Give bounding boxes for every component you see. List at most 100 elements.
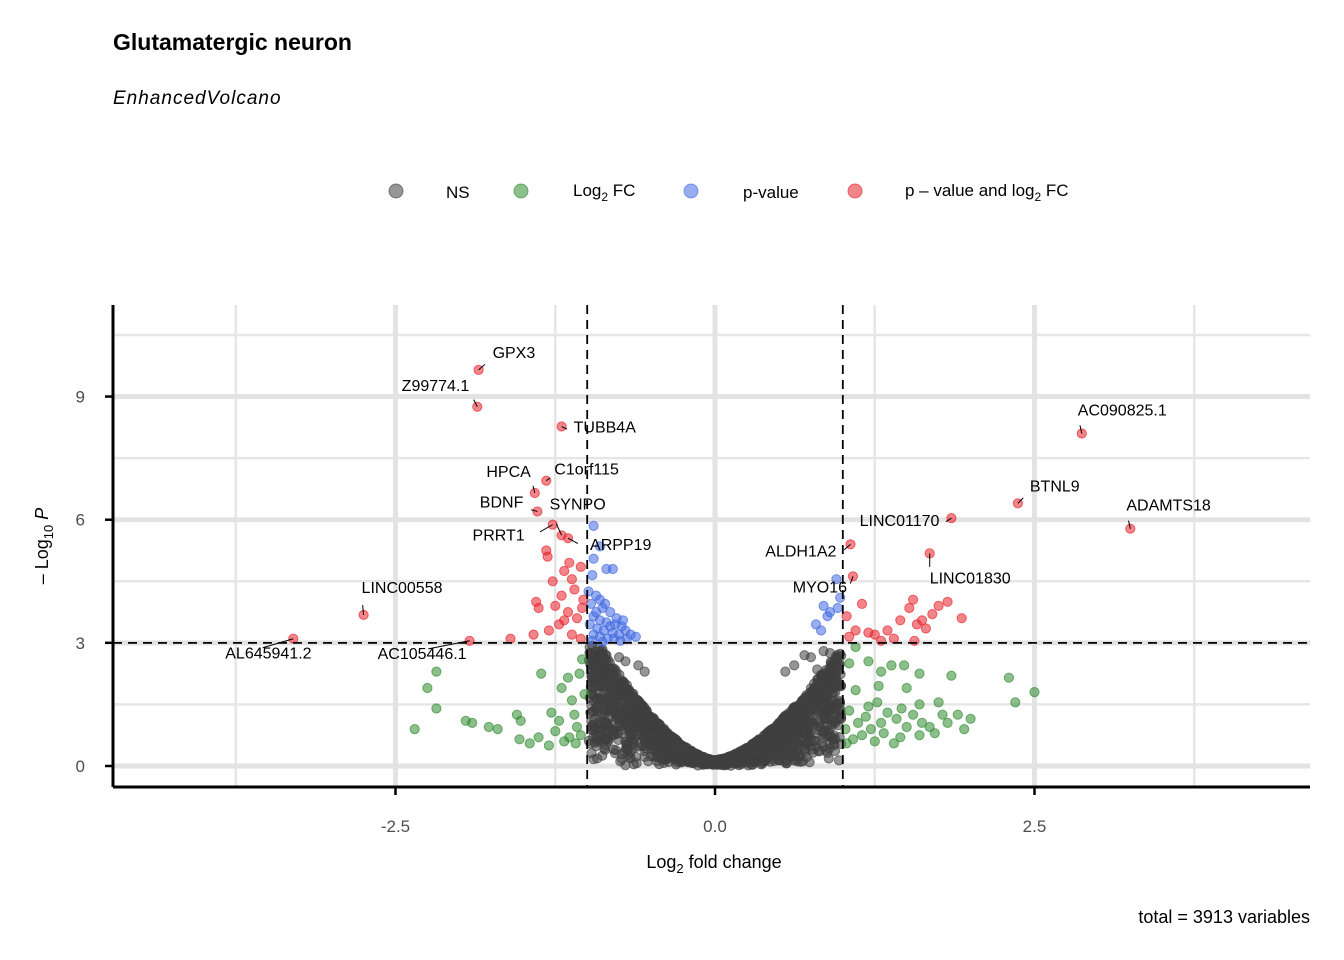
point-label: ADAMTS18	[1126, 498, 1211, 515]
point-fc	[959, 724, 970, 735]
point-fc	[546, 707, 557, 718]
point-p-fc	[559, 565, 570, 577]
point-ns	[779, 745, 790, 756]
point-p-fc	[541, 475, 552, 486]
legend-label-pvalue-and-log2fc-fc: FC	[1041, 181, 1068, 200]
point-ns	[609, 689, 620, 700]
x-tick-label: -2.5	[381, 817, 410, 836]
point-ns	[728, 750, 739, 761]
legend-label-pvalue-and-log2fc-sub: 2	[1035, 190, 1042, 204]
point-ns	[620, 656, 631, 667]
point-p-fc	[559, 615, 570, 626]
point-p-fc	[956, 613, 967, 624]
point-ns	[655, 746, 666, 757]
point-p-fc	[288, 633, 299, 644]
point-ns	[649, 715, 660, 726]
point-ns	[614, 702, 625, 713]
point-p-fc	[841, 611, 852, 622]
legend-label-pvalue-and-log2fc: p – value and log2 FC	[905, 181, 1069, 204]
point-fc	[869, 736, 880, 747]
point-fc	[914, 668, 925, 679]
point-ns	[609, 748, 621, 759]
point-label: GPX3	[493, 345, 536, 362]
point-ns	[668, 743, 680, 754]
point-p-fc	[550, 600, 561, 612]
label-connector	[561, 426, 568, 430]
point-p	[605, 607, 616, 618]
point-p-fc	[528, 629, 539, 640]
point-p	[832, 602, 843, 614]
point-ns	[828, 686, 839, 697]
point-ns	[684, 754, 695, 765]
point-fc	[536, 668, 547, 679]
point-fc	[566, 695, 578, 706]
point-fc	[575, 730, 586, 741]
point-ns	[600, 744, 611, 756]
y-tick-label: 6	[76, 511, 85, 530]
point-fc	[882, 707, 893, 718]
point-ns	[605, 668, 616, 679]
point-ns	[601, 650, 612, 661]
point-p-fc	[547, 576, 558, 587]
point-p-fc	[908, 594, 919, 605]
point-label: LINC01170	[860, 513, 940, 530]
label-connector	[567, 537, 579, 545]
point-ns	[639, 666, 650, 677]
point-fc	[409, 724, 420, 735]
point-fc	[872, 697, 883, 708]
point-fc	[899, 660, 910, 671]
point-label: Z99774.1	[402, 378, 470, 395]
point-fc	[515, 715, 526, 726]
point-fc	[577, 654, 588, 665]
point-fc	[876, 666, 887, 677]
point-ns	[673, 752, 684, 763]
point-label: LINC01830	[930, 570, 1011, 587]
point-p-fc	[856, 598, 868, 610]
x-axis-title-rest: fold change	[684, 852, 782, 872]
point-ns	[823, 753, 834, 764]
point-p	[587, 570, 598, 581]
point-p-fc	[564, 557, 575, 568]
point-p-fc	[562, 533, 574, 544]
point-ns	[757, 758, 768, 769]
point-fc	[860, 711, 871, 722]
point-ns	[608, 680, 619, 692]
point-ns	[818, 678, 829, 689]
point-label: LINC00558	[362, 580, 443, 597]
point-fc	[965, 713, 976, 724]
point-ns	[831, 658, 842, 669]
point-p-fc	[895, 615, 906, 626]
point-ns	[628, 759, 639, 770]
point-p-fc	[909, 635, 920, 646]
point-label: ARPP19	[590, 537, 651, 554]
point-p	[621, 633, 632, 644]
legend-label-log2fc: Log2 FC	[573, 181, 635, 204]
point-fc	[878, 728, 889, 739]
point-p-fc	[911, 619, 923, 630]
point-ns	[655, 727, 666, 738]
point-ns	[750, 749, 762, 760]
label-connector	[555, 523, 563, 536]
point-p-fc	[562, 607, 574, 618]
label-connector	[1079, 425, 1083, 434]
point-label: BDNF	[480, 494, 524, 511]
label-connector	[532, 485, 536, 494]
point-label: AL645941.2	[225, 646, 311, 663]
point-p	[594, 541, 606, 552]
point-p-fc	[882, 625, 893, 636]
point-label: HPCA	[486, 464, 531, 481]
point-p-fc	[569, 584, 580, 595]
point-fc	[554, 715, 565, 726]
point-p-fc	[920, 623, 932, 634]
point-ns	[630, 729, 642, 741]
point-p	[617, 615, 629, 626]
point-fc	[574, 668, 585, 679]
label-connector	[530, 509, 538, 512]
point-p-fc	[942, 596, 953, 607]
label-connector	[362, 604, 365, 615]
caption: total = 3913 variables	[1138, 907, 1310, 927]
point-ns	[636, 721, 648, 733]
point-fc	[942, 717, 953, 729]
y-axis-title-log: – Log	[32, 539, 52, 584]
point-ns	[809, 684, 820, 695]
